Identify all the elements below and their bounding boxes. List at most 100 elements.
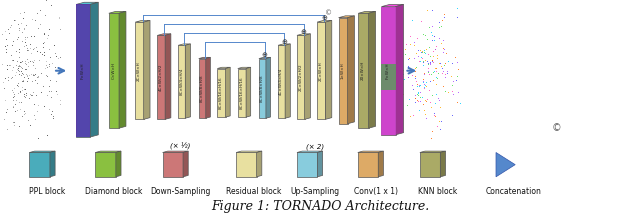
Text: 8C×W/16×H/16: 8C×W/16×H/16 xyxy=(239,76,243,109)
Polygon shape xyxy=(317,151,323,177)
Polygon shape xyxy=(358,13,369,128)
Polygon shape xyxy=(116,151,121,177)
Polygon shape xyxy=(163,152,183,177)
Polygon shape xyxy=(381,7,396,135)
Polygon shape xyxy=(358,11,376,13)
Polygon shape xyxy=(226,67,230,117)
Text: Concatenation: Concatenation xyxy=(485,187,541,196)
Polygon shape xyxy=(339,16,355,18)
Polygon shape xyxy=(381,7,396,135)
Polygon shape xyxy=(297,151,323,152)
Polygon shape xyxy=(178,44,191,45)
Polygon shape xyxy=(246,67,251,117)
Polygon shape xyxy=(198,59,206,118)
Polygon shape xyxy=(95,152,116,177)
Polygon shape xyxy=(238,69,246,117)
Polygon shape xyxy=(381,4,404,7)
Polygon shape xyxy=(206,57,211,118)
Text: Conv(1 x 1): Conv(1 x 1) xyxy=(354,187,397,196)
Text: F×W×H: F×W×H xyxy=(81,63,84,79)
Polygon shape xyxy=(178,45,186,118)
Text: 1×W×H: 1×W×H xyxy=(340,62,344,79)
Polygon shape xyxy=(297,34,310,35)
Text: 8C×W/4×H/4: 8C×W/4×H/4 xyxy=(179,68,184,95)
Polygon shape xyxy=(95,151,121,152)
Text: ©: © xyxy=(325,10,333,16)
Text: Figure 1: TORNADO Architecture.: Figure 1: TORNADO Architecture. xyxy=(211,200,429,213)
Polygon shape xyxy=(266,57,271,118)
Polygon shape xyxy=(238,67,251,69)
Polygon shape xyxy=(259,59,266,118)
Text: ⊕: ⊕ xyxy=(262,52,268,58)
Text: ⊕: ⊕ xyxy=(321,15,328,21)
Polygon shape xyxy=(496,152,515,177)
Text: 2C×W×H: 2C×W×H xyxy=(137,61,141,80)
Text: C×W×H: C×W×H xyxy=(111,62,115,79)
Text: F×W×H: F×W×H xyxy=(386,63,390,79)
Polygon shape xyxy=(381,64,396,90)
Polygon shape xyxy=(278,44,291,45)
Text: 8C×W/16×H/16: 8C×W/16×H/16 xyxy=(219,76,223,109)
Polygon shape xyxy=(186,44,191,118)
Polygon shape xyxy=(50,151,55,177)
Polygon shape xyxy=(109,13,119,128)
Polygon shape xyxy=(297,152,317,177)
Polygon shape xyxy=(339,18,348,124)
Text: ⊕: ⊕ xyxy=(301,29,307,34)
Polygon shape xyxy=(29,151,55,152)
Text: 20×W×H: 20×W×H xyxy=(361,61,365,80)
Polygon shape xyxy=(119,11,126,128)
Polygon shape xyxy=(317,22,325,119)
Polygon shape xyxy=(183,151,188,177)
Text: Diamond block: Diamond block xyxy=(84,187,142,196)
Polygon shape xyxy=(198,57,211,59)
Polygon shape xyxy=(369,11,376,128)
Text: PPL block: PPL block xyxy=(29,187,65,196)
Polygon shape xyxy=(420,151,445,152)
Polygon shape xyxy=(157,34,171,35)
Text: 4C×W/2×H/2: 4C×W/2×H/2 xyxy=(159,64,163,91)
Polygon shape xyxy=(76,2,99,4)
Text: Down-Sampling: Down-Sampling xyxy=(150,187,211,196)
Polygon shape xyxy=(317,20,332,22)
Polygon shape xyxy=(217,69,226,117)
Polygon shape xyxy=(285,44,291,118)
Polygon shape xyxy=(297,35,305,119)
Polygon shape xyxy=(157,35,165,119)
Polygon shape xyxy=(259,57,271,59)
Polygon shape xyxy=(144,20,150,119)
Polygon shape xyxy=(348,16,355,124)
Polygon shape xyxy=(217,67,230,69)
Text: 8C×W/8×H/8: 8C×W/8×H/8 xyxy=(200,74,204,102)
Text: 4C×W/4×H/4: 4C×W/4×H/4 xyxy=(279,68,284,95)
Polygon shape xyxy=(325,20,332,119)
Text: ⊕: ⊕ xyxy=(281,39,287,45)
Polygon shape xyxy=(236,151,262,152)
Text: (× ½): (× ½) xyxy=(170,143,191,150)
Text: KNN block: KNN block xyxy=(418,187,458,196)
Polygon shape xyxy=(440,151,445,177)
Polygon shape xyxy=(257,151,262,177)
Polygon shape xyxy=(109,11,126,13)
Polygon shape xyxy=(136,20,150,22)
Text: 8C×W/8×H/8: 8C×W/8×H/8 xyxy=(260,74,264,102)
Polygon shape xyxy=(76,4,90,137)
Polygon shape xyxy=(278,45,285,118)
Polygon shape xyxy=(358,152,378,177)
Polygon shape xyxy=(305,34,310,119)
Text: (× 2): (× 2) xyxy=(306,143,324,150)
Text: Residual block: Residual block xyxy=(227,187,282,196)
Polygon shape xyxy=(163,151,188,152)
Text: ©: © xyxy=(552,123,562,133)
Polygon shape xyxy=(236,152,257,177)
Polygon shape xyxy=(90,2,99,137)
Polygon shape xyxy=(358,151,383,152)
Polygon shape xyxy=(76,4,90,137)
Polygon shape xyxy=(420,152,440,177)
Polygon shape xyxy=(396,4,404,135)
Polygon shape xyxy=(165,34,171,119)
Text: 2C×W/2×H/2: 2C×W/2×H/2 xyxy=(298,63,303,91)
Polygon shape xyxy=(29,152,50,177)
Polygon shape xyxy=(378,151,383,177)
Polygon shape xyxy=(136,22,144,119)
